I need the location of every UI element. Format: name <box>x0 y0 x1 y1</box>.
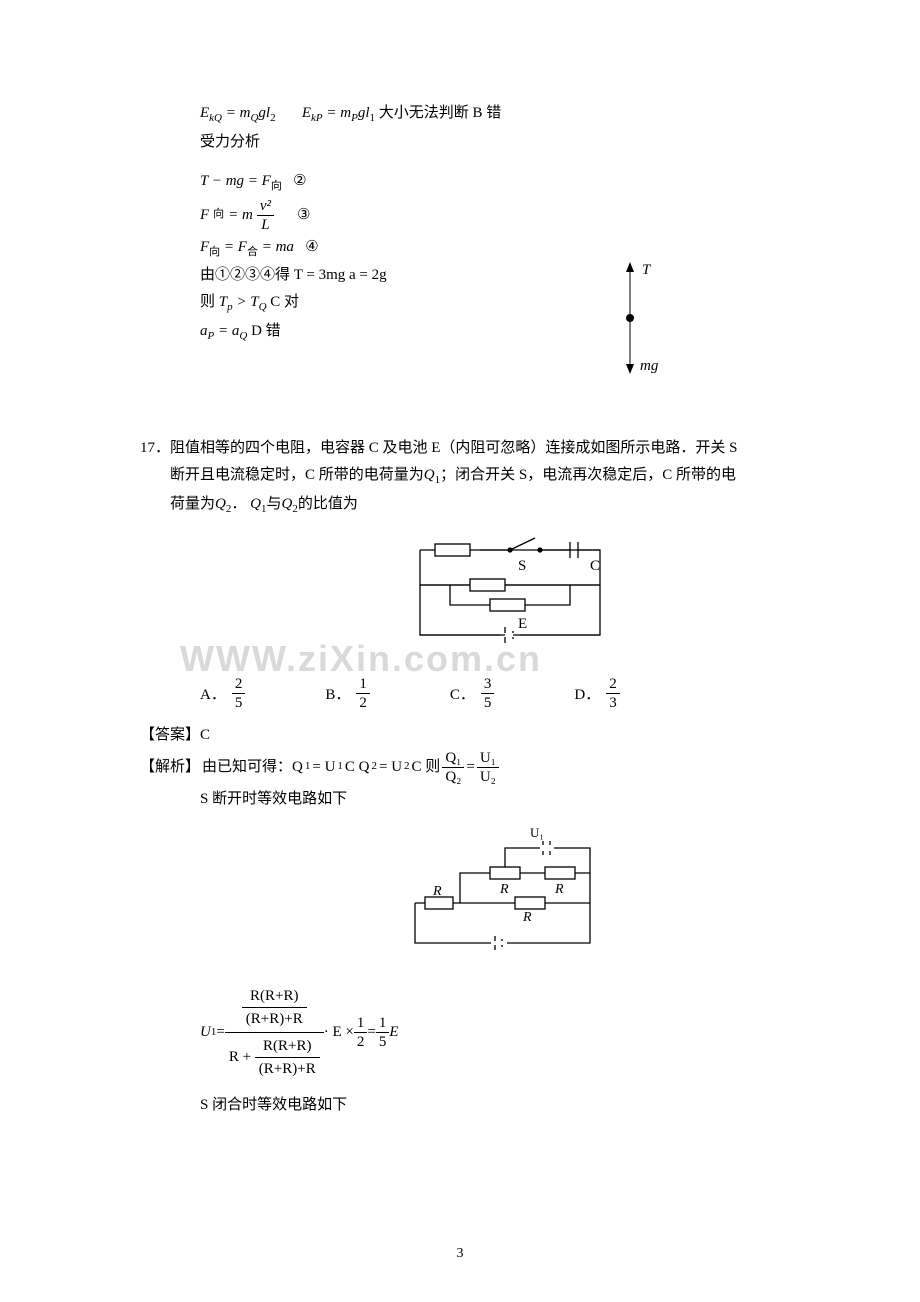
line-force-analysis: 受力分析 <box>200 129 850 156</box>
page-content: EkQ = mQgl2 EkP = mPgl1 大小无法判断 B 错 受力分析 … <box>170 100 850 1119</box>
eq-2: T − mg = F向 ② <box>200 168 850 197</box>
option-c: C． 35 <box>450 675 495 712</box>
option-d: D． 23 <box>574 675 619 712</box>
answer-line: 【答案】C <box>140 722 850 749</box>
option-a: A． 25 <box>200 675 245 712</box>
svg-text:T: T <box>642 262 652 278</box>
line-ap-aq: aP = aQ D 错 <box>200 318 850 347</box>
eq-3: F向 = m v²L ③ <box>200 197 850 234</box>
option-b: B． 12 <box>325 675 370 712</box>
q17-stem-3: 荷量为Q2． Q1与Q2的比值为 <box>170 491 850 520</box>
svg-text:U₁: U₁ <box>530 825 544 840</box>
question-17: 17．阻值相等的四个电阻，电容器 C 及电池 E（内阻可忽略）连接成如图所示电路… <box>170 435 850 1119</box>
svg-text:S: S <box>518 558 526 574</box>
equiv-circuit-open: U₁ R R R <box>170 823 850 968</box>
q17-stem-1: 17．阻值相等的四个电阻，电容器 C 及电池 E（内阻可忽略）连接成如图所示电路… <box>170 435 850 462</box>
page-number: 3 <box>457 1246 464 1262</box>
line-ekq-ekp: EkQ = mQgl2 EkP = mPgl1 大小无法判断 B 错 <box>200 100 850 129</box>
force-diagram: T mg <box>610 260 670 390</box>
options-row: A． 25 B． 12 C． 35 D． 23 <box>200 675 850 712</box>
svg-text:E: E <box>518 616 527 632</box>
line-tp-tq: 则 Tp > TQ C 对 <box>200 289 850 318</box>
line-derive: 由①②③④得 T = 3mg a = 2g <box>200 262 850 289</box>
svg-text:R: R <box>432 884 442 899</box>
top-equations: EkQ = mQgl2 EkP = mPgl1 大小无法判断 B 错 受力分析 … <box>200 100 850 347</box>
s-closed-text: S 闭合时等效电路如下 <box>200 1092 850 1119</box>
s-open-text: S 断开时等效电路如下 <box>200 786 850 813</box>
svg-text:mg: mg <box>640 358 659 374</box>
eq-4: F向 = F合 = ma ④ <box>200 234 850 263</box>
u1-formula: U1 = R(R+R)(R+R)+R R + R(R+R)(R+R)+R · E… <box>200 983 850 1082</box>
q17-stem-2: 断开且电流稳定时，C 所带的电荷量为Q1；闭合开关 S，电流再次稳定后，C 所带… <box>170 462 850 491</box>
analysis-line: 【解析】 由已知可得：Q1 = U1C Q2 = U2C 则 Q₁Q₂ = U₁… <box>140 749 850 786</box>
circuit-diagram: S C E <box>170 530 850 665</box>
svg-text:R: R <box>522 910 532 925</box>
svg-text:R: R <box>499 882 509 897</box>
svg-text:R: R <box>554 882 564 897</box>
svg-text:C: C <box>590 558 600 574</box>
